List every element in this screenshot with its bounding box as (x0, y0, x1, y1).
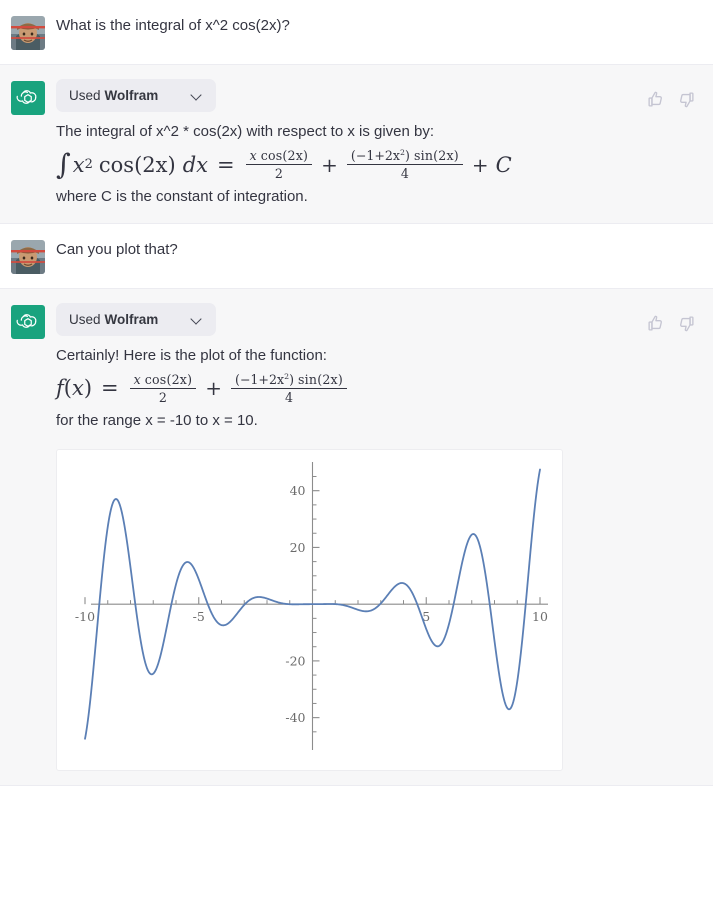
numerator-sin-function: sin(2x) (413, 148, 459, 164)
fraction-numerator: x cos(2x) (130, 372, 197, 388)
message-row-user-1: What is the integral of x^2 cos(2x)? (0, 0, 713, 65)
numerator-exponent: 2 (284, 371, 290, 381)
user-message-text: Can you plot that? (56, 240, 178, 258)
plot-svg: -10 -5 5 10 -40 -20 20 40 (75, 462, 548, 750)
differential: dx (182, 152, 208, 177)
numerator-variable: x (133, 371, 141, 387)
avatar-column (0, 79, 56, 209)
chevron-down-icon[interactable] (192, 90, 203, 101)
second-term-fraction: (−1+2x2) sin(2x) 4 (346, 148, 463, 181)
fraction-numerator: x cos(2x) (246, 148, 313, 164)
numerator-paren-close: ) (289, 371, 294, 387)
assistant-outro-text: for the range x = -10 to x = 10. (56, 411, 258, 429)
plugin-name-label: Wolfram (104, 311, 159, 327)
message-content: Can you plot that? (56, 238, 713, 274)
plugin-used-chip-wolfram[interactable]: Used Wolfram (56, 302, 217, 336)
conversation-thread: What is the integral of x^2 cos(2x)? (0, 0, 713, 786)
plugin-chip-labels: Used Wolfram (69, 312, 158, 327)
svg-text:-40: -40 (285, 710, 305, 725)
message-row-assistant-1: Used Wolfram The integral of x^2 * cos(2x… (0, 65, 713, 224)
second-term-fraction: (−1+2x2) sin(2x) 4 (230, 372, 347, 405)
fraction-numerator: (−1+2x2) sin(2x) (347, 148, 463, 164)
numerator-variable: x (249, 148, 257, 164)
svg-text:40: 40 (290, 483, 306, 498)
message-content: What is the integral of x^2 cos(2x)? (56, 14, 713, 50)
avatar-column (0, 303, 56, 772)
thumbs-up-icon[interactable] (647, 91, 664, 108)
user-photo-avatar (11, 16, 45, 50)
fraction-denominator: 2 (129, 387, 197, 405)
svg-text:-20: -20 (285, 653, 305, 668)
plus-operator-2: + (471, 152, 489, 177)
cos-function: cos (98, 152, 135, 177)
integration-constant: C (495, 152, 512, 177)
cos-argument: (2x) (134, 152, 176, 177)
user-photo-avatar (11, 239, 45, 274)
numerator-paren-open: (−1+2x (350, 148, 401, 164)
function-plot-image: -10 -5 5 10 -40 -20 20 40 (56, 449, 563, 771)
equals-sign: = (216, 152, 235, 177)
fraction-denominator: 2 (245, 164, 313, 181)
numerator-function: cos(2x) (144, 371, 193, 387)
plus-operator: + (321, 152, 338, 177)
numerator-function: cos(2x) (260, 148, 309, 164)
svg-text:20: 20 (290, 540, 306, 555)
message-content: Used Wolfram Certainly! Here is the plot … (56, 302, 713, 771)
equals-sign: = (101, 376, 119, 401)
paren-open: ( (63, 376, 72, 401)
thumbs-down-icon[interactable] (678, 91, 695, 108)
message-row-user-2: Can you plot that? (0, 223, 713, 289)
user-message-text: What is the integral of x^2 cos(2x)? (56, 17, 290, 34)
thumbs-down-icon[interactable] (678, 315, 695, 332)
assistant-intro-text: The integral of x^2 * cos(2x) with respe… (56, 123, 435, 140)
fraction-numerator: (−1+2x2) sin(2x) (231, 372, 347, 388)
svg-text:5: 5 (422, 609, 430, 624)
numerator-paren-open: (−1+2x (234, 371, 285, 387)
message-content: Used Wolfram The integral of x^2 * cos(2x… (56, 79, 713, 209)
plus-operator: + (205, 376, 222, 401)
plugin-used-label: Used (69, 311, 101, 327)
paren-close: ) (83, 376, 93, 401)
openai-logo-avatar (11, 304, 45, 339)
numerator-exponent: 2 (400, 148, 406, 158)
first-term-fraction: x cos(2x) 2 (245, 148, 313, 181)
function-formula: f(x) = x cos(2x) 2 + (−1+2x2) sin(2x) 4 (56, 372, 697, 405)
first-term-fraction: x cos(2x) 2 (129, 372, 197, 405)
numerator-sin-function: sin(2x) (298, 371, 343, 387)
function-variable: x (71, 376, 84, 401)
integrand-variable: x (72, 152, 85, 177)
thumbs-up-icon[interactable] (647, 315, 664, 332)
fraction-denominator: 4 (230, 387, 347, 405)
integral-sign: ∫ (56, 148, 71, 182)
chevron-down-icon[interactable] (192, 314, 203, 325)
function-name: f (56, 376, 64, 401)
plugin-chip-labels: Used Wolfram (69, 88, 158, 103)
feedback-buttons (647, 91, 695, 108)
message-row-assistant-2: Used Wolfram Certainly! Here is the plot … (0, 288, 713, 786)
plugin-used-chip-wolfram[interactable]: Used Wolfram (56, 79, 217, 112)
plugin-name-label: Wolfram (104, 88, 159, 103)
assistant-intro-text: Certainly! Here is the plot of the funct… (56, 346, 327, 364)
fraction-denominator: 4 (346, 164, 463, 181)
svg-text:-5: -5 (193, 609, 205, 624)
svg-text:-10: -10 (75, 609, 95, 624)
numerator-paren-close: ) (405, 148, 410, 164)
avatar-column (0, 14, 56, 50)
assistant-outro-text: where C is the constant of integration. (56, 188, 308, 206)
avatar-column (0, 238, 56, 274)
feedback-buttons (647, 315, 695, 332)
svg-text:10: 10 (532, 609, 548, 624)
openai-logo-avatar (11, 81, 45, 115)
plugin-used-label: Used (69, 88, 101, 103)
